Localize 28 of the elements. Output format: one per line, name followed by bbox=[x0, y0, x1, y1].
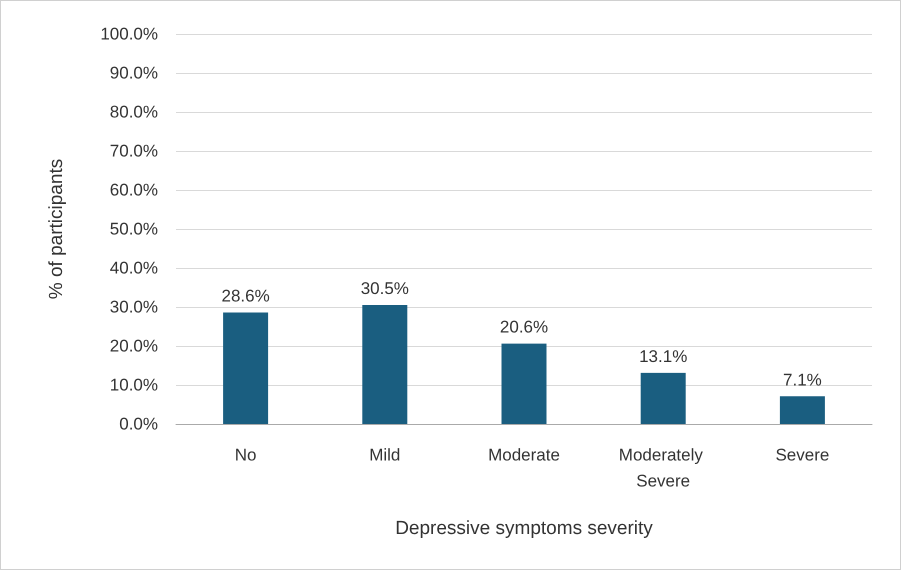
bar bbox=[223, 312, 268, 424]
y-tick-label: 100.0% bbox=[100, 24, 158, 44]
x-tick-label: Moderate bbox=[488, 446, 560, 464]
y-tick-label: 0.0% bbox=[119, 414, 158, 434]
y-tick-label: 60.0% bbox=[110, 180, 158, 200]
data-label: 13.1% bbox=[639, 346, 688, 366]
x-tick-label: Severe bbox=[775, 446, 830, 464]
y-tick-label: 30.0% bbox=[110, 298, 158, 316]
bar bbox=[780, 396, 825, 424]
y-axis-title: % of participants bbox=[46, 158, 67, 300]
data-label: 20.6% bbox=[500, 318, 548, 337]
data-label: 30.5% bbox=[360, 279, 409, 298]
y-tick-label: 20.0% bbox=[110, 336, 158, 356]
y-tick-label: 70.0% bbox=[110, 142, 158, 160]
data-label: 7.1% bbox=[783, 370, 822, 390]
bar bbox=[362, 305, 408, 424]
y-tick-label: 10.0% bbox=[110, 376, 158, 394]
y-tick-label: 40.0% bbox=[110, 258, 158, 278]
y-tick-label: 90.0% bbox=[110, 64, 158, 82]
x-tick-label: No bbox=[234, 446, 256, 464]
y-tick-label: 80.0% bbox=[110, 102, 158, 122]
bar bbox=[640, 372, 686, 424]
data-label: 28.6% bbox=[222, 286, 270, 306]
y-tick-label: 50.0% bbox=[110, 220, 158, 238]
x-tick-label: Moderately Severe bbox=[618, 446, 708, 490]
x-axis-title: Depressive symptoms severity bbox=[395, 518, 654, 539]
bar bbox=[502, 344, 546, 424]
x-tick-label: Mild bbox=[369, 446, 400, 464]
